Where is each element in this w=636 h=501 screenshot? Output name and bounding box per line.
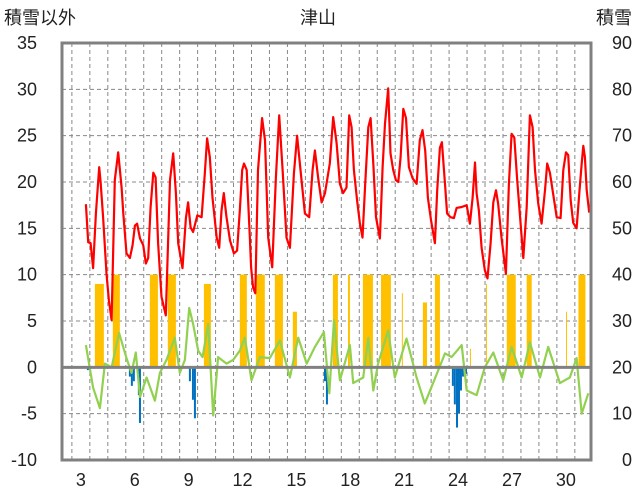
yellow-bar: [506, 274, 516, 368]
yellow-bar: [401, 293, 403, 368]
blue-bar: [461, 367, 464, 377]
x-tick-label: 15: [286, 470, 306, 490]
chart-title: 津山: [300, 8, 336, 28]
red-series-line: [84, 87, 591, 322]
right-tick-label: 10: [612, 404, 632, 424]
blue-bar: [451, 367, 454, 386]
yellow-bar: [149, 274, 158, 368]
blue-bar: [130, 367, 133, 386]
right-tick-label: 60: [612, 172, 632, 192]
yellow-bar: [469, 348, 471, 368]
yellow-bar: [167, 274, 176, 368]
left-tick-label: -10: [11, 450, 37, 470]
yellow-bar: [578, 274, 586, 368]
axes: [60, 41, 593, 462]
right-tick-label: 50: [612, 218, 632, 238]
yellow-bar: [347, 274, 350, 368]
blue-bar: [323, 367, 326, 382]
yellow-bar: [112, 274, 120, 368]
right-tick-label: 80: [612, 79, 632, 99]
right-tick-label: 70: [612, 126, 632, 146]
left-tick-label: -5: [21, 404, 37, 424]
left-tick-label: 20: [17, 172, 37, 192]
green-series-line: [84, 306, 590, 417]
blue-bar: [191, 367, 194, 400]
yellow-bar: [381, 274, 391, 368]
blue-bar: [193, 367, 196, 419]
yellow-bar: [362, 274, 373, 368]
blue-bar: [132, 367, 135, 382]
left-tick-label: 35: [17, 33, 37, 53]
yellow-bar: [566, 311, 568, 368]
blue-bar: [325, 367, 328, 405]
right-axis-title: 積雪: [596, 8, 632, 28]
x-tick-label: 18: [340, 470, 360, 490]
x-tick-label: 6: [130, 470, 140, 490]
x-tick-label: 27: [502, 470, 522, 490]
left-tick-label: 5: [27, 311, 37, 331]
yellow-bar: [332, 274, 338, 368]
yellow-bar: [255, 274, 265, 368]
yellow-bar: [485, 283, 487, 368]
left-axis-title: 積雪以外: [4, 8, 76, 28]
yellow-bar: [94, 283, 104, 368]
right-tick-label: 30: [612, 311, 632, 331]
x-tick-label: 21: [394, 470, 414, 490]
left-tick-label: 10: [17, 265, 37, 285]
right-tick-label: 90: [612, 33, 632, 53]
yellow-bar: [292, 311, 297, 368]
blue-bar: [464, 367, 467, 374]
yellow-bar: [422, 302, 428, 368]
series-lines: [84, 87, 591, 417]
x-tick-label: 24: [448, 470, 468, 490]
left-tick-label: 15: [17, 218, 37, 238]
x-tick-label: 30: [556, 470, 576, 490]
yellow-bar: [526, 274, 532, 368]
blue-bar: [455, 367, 458, 428]
x-tick-label: 3: [76, 470, 86, 490]
yellow-bar: [434, 274, 440, 368]
blue-bar: [453, 367, 456, 405]
blue-bar: [128, 367, 131, 377]
yellow-bar: [274, 274, 283, 368]
left-tick-label: 30: [17, 79, 37, 99]
bars: [86, 274, 586, 428]
blue-bar: [459, 367, 462, 391]
left-tick-label: 0: [27, 357, 37, 377]
blue-bar: [188, 367, 191, 382]
right-tick-label: 0: [622, 450, 632, 470]
blue-bar: [457, 367, 460, 414]
yellow-bar: [239, 274, 247, 368]
plot-border: [60, 41, 593, 462]
right-tick-label: 40: [612, 265, 632, 285]
right-tick-label: 20: [612, 357, 632, 377]
x-tick-label: 9: [184, 470, 194, 490]
tick-labels: -10 -5 0 5 10 15 20 25 30 35 0 10 20 30 40 50 60 70 80 90 3 6…: [11, 33, 632, 490]
x-tick-label: 12: [233, 470, 253, 490]
left-tick-label: 25: [17, 126, 37, 146]
